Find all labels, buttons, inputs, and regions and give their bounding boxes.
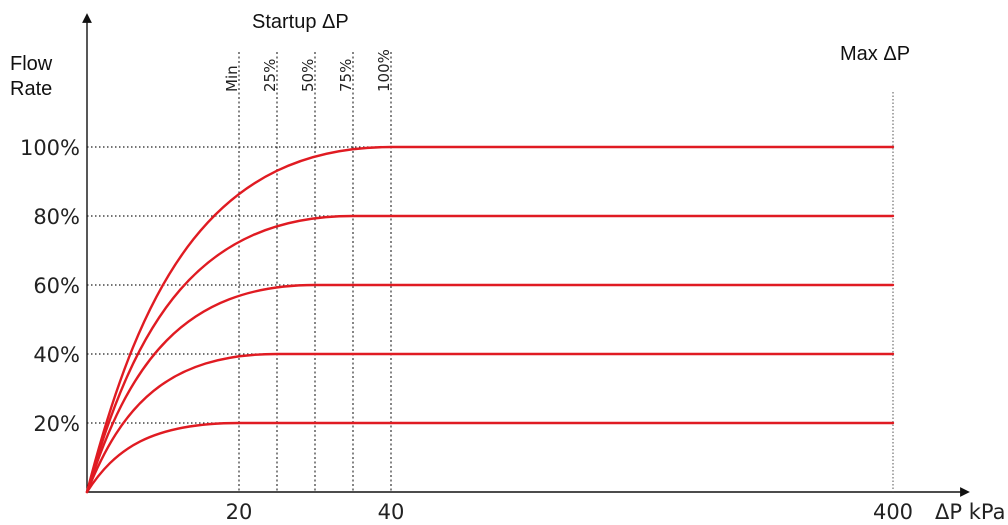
- y-axis-label-line-2: Rate: [10, 78, 52, 100]
- startup-label-3: 75%: [337, 59, 355, 92]
- y-tick-label-2: 60%: [33, 274, 80, 298]
- startup-label-1: 25%: [261, 59, 279, 92]
- y-axis-label-line-1: Flow: [10, 53, 53, 75]
- flow-curve-100: [85, 145, 895, 494]
- x-axis-label: ΔP kPa: [935, 500, 1005, 524]
- startup-label-2: 50%: [299, 59, 317, 92]
- y-tick-label-1: 40%: [33, 343, 80, 367]
- max-dp-label: Max ΔP: [840, 43, 910, 65]
- x-tick-labels: 20 40 400: [226, 500, 913, 524]
- startup-dp-label: Startup ΔP: [252, 11, 349, 33]
- y-tick-label-3: 80%: [33, 205, 80, 229]
- x-tick-label-0: 20: [226, 500, 253, 524]
- startup-label-4: 100%: [375, 49, 393, 92]
- flow-curve-80: [85, 214, 895, 494]
- y-tick-label-0: 20%: [33, 412, 80, 436]
- startup-label-0: Min: [223, 65, 241, 92]
- flow-curve-20: [85, 421, 895, 494]
- x-tick-label-2: 400: [873, 500, 913, 524]
- flow-curve-60: [85, 283, 895, 494]
- y-tick-label-4: 100%: [20, 136, 80, 160]
- flow-curves: [85, 145, 895, 494]
- flow-curve-40: [85, 352, 895, 494]
- vertical-reference-lines: [238, 52, 894, 492]
- x-tick-label-1: 40: [378, 500, 405, 524]
- startup-dp-tick-labels: Min 25% 50% 75% 100%: [223, 49, 393, 92]
- y-tick-labels: 20% 40% 60% 80% 100%: [20, 136, 80, 436]
